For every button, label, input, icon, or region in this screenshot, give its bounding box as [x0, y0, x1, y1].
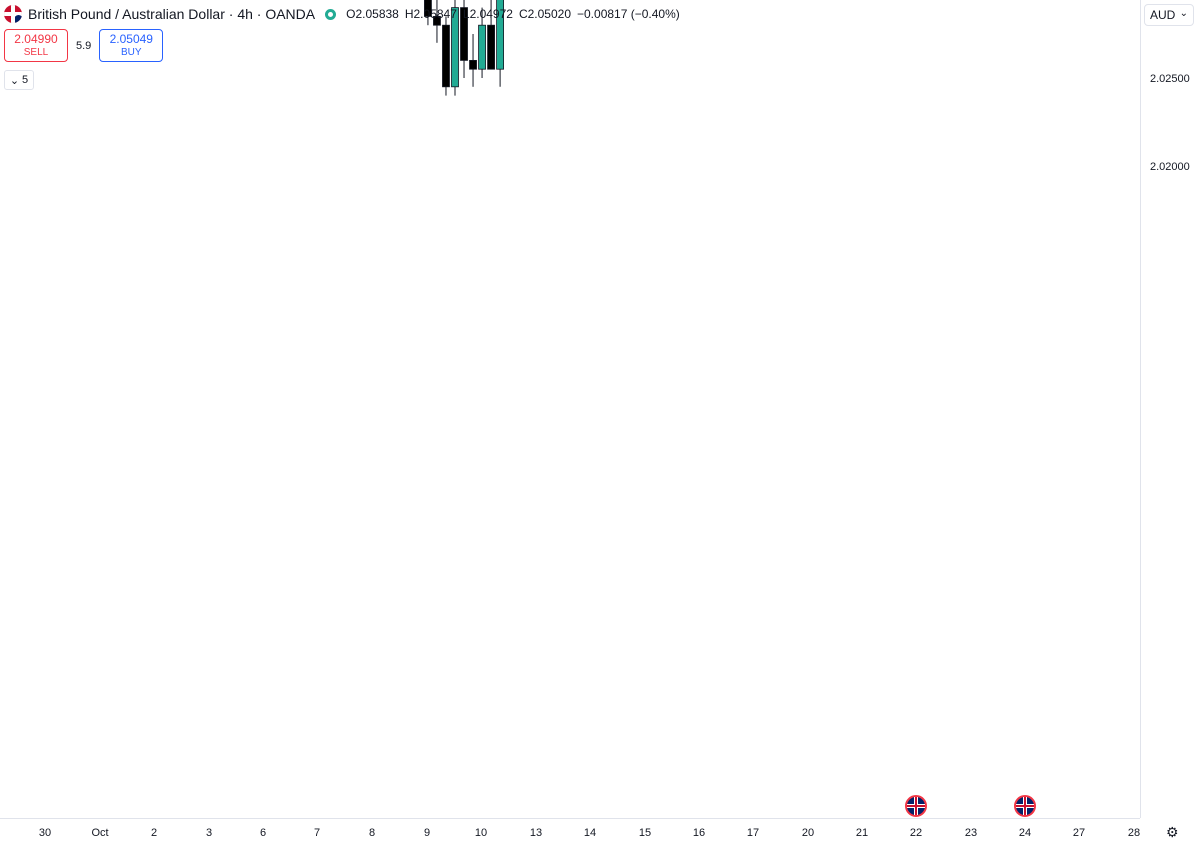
candle-body — [478, 24, 486, 70]
buy-button[interactable]: 2.05049 BUY — [99, 29, 164, 62]
candle — [442, 16, 450, 96]
uk-event-icon[interactable] — [905, 795, 927, 817]
trade-panel: 2.04990 SELL 5.9 2.05049 BUY — [4, 29, 164, 62]
flag-cross-red-v — [915, 797, 917, 815]
buy-label: BUY — [121, 47, 142, 58]
candle-body — [451, 7, 459, 88]
candle-body — [424, 0, 432, 17]
time-tick-label: 16 — [693, 827, 705, 839]
candle — [424, 0, 432, 26]
sell-label: SELL — [23, 47, 49, 58]
chevron-down-icon: ⌄ — [1179, 8, 1188, 19]
time-tick-label: 9 — [424, 827, 430, 839]
time-tick-label: 15 — [639, 827, 651, 839]
time-tick-label: 10 — [475, 827, 487, 839]
ohlc-change: −0.00817 (−0.40%) — [577, 7, 680, 21]
ohlc-low: L2.04972 — [462, 7, 513, 21]
candle — [469, 34, 477, 87]
candle-body — [460, 7, 468, 61]
buy-price: 2.05049 — [109, 32, 153, 46]
currency-value: AUD — [1150, 8, 1176, 22]
price-scale[interactable]: 2.105002.100002.095002.090002.085002.080… — [1140, 0, 1200, 818]
symbol-legend: British Pound / Australian Dollar · 4h ·… — [4, 5, 680, 23]
candle-body — [496, 0, 505, 70]
time-tick-label: 22 — [910, 827, 922, 839]
flag-cross-red-v — [1024, 797, 1026, 815]
time-tick-label: 23 — [965, 827, 977, 839]
indicators-toggle-button[interactable]: ⌄ 5 — [4, 70, 34, 90]
time-tick-label: 7 — [314, 827, 320, 839]
chart-area[interactable]: W.O. — [0, 0, 1140, 818]
candle — [487, 0, 495, 70]
ohlc-close: C2.05020 — [518, 7, 571, 21]
sell-price: 2.04990 — [14, 32, 58, 46]
candle-body — [469, 60, 477, 70]
time-tick-label: 17 — [747, 827, 759, 839]
price-scale-svg: 2.105002.100002.095002.090002.085002.080… — [1150, 73, 1190, 173]
sell-button[interactable]: 2.04990 SELL — [4, 29, 68, 62]
indicators-count: 5 — [22, 74, 29, 86]
ohlc-high: H2.05847 — [404, 7, 457, 21]
time-tick-label: 21 — [856, 827, 868, 839]
time-tick-label: 13 — [530, 827, 542, 839]
candle — [460, 0, 468, 78]
candle — [451, 0, 459, 96]
spread-value: 5.9 — [76, 39, 92, 52]
chevron-down-icon: ⌄ — [9, 74, 20, 87]
time-tick-label: 6 — [260, 827, 266, 839]
time-tick-label: 27 — [1073, 827, 1085, 839]
uk-event-icon[interactable] — [1014, 795, 1036, 817]
time-tick-label: 28 — [1128, 827, 1140, 839]
symbol-title[interactable]: British Pound / Australian Dollar · 4h ·… — [28, 6, 316, 22]
time-scale-svg: 30 Oct 2 3 6 7 8 9 10 13 14 15 16 17 20 21 22 23 24 27 28 — [39, 827, 1140, 839]
candle-body — [442, 24, 450, 88]
time-tick-label: 14 — [584, 827, 596, 839]
gbp-aud-flag-icon — [4, 5, 22, 23]
candle — [478, 7, 486, 78]
market-status-icon — [325, 8, 337, 20]
gear-icon[interactable]: ⚙ — [1166, 824, 1179, 840]
candle-body — [487, 24, 495, 70]
price-tick-label: 2.02000 — [1150, 161, 1190, 173]
currency-select[interactable]: AUD ⌄ — [1144, 4, 1194, 26]
time-tick-label: 2 — [151, 827, 157, 839]
time-tick-label: 20 — [802, 827, 814, 839]
time-tick-label: Oct — [91, 827, 108, 839]
time-tick-label: 3 — [206, 827, 212, 839]
time-tick-label: 8 — [369, 827, 375, 839]
time-scale[interactable]: 30 Oct 2 3 6 7 8 9 10 13 14 15 16 17 20 21 22 23 24 27 28 — [0, 818, 1140, 843]
price-chart[interactable]: W.O. — [0, 0, 1140, 818]
candle — [433, 0, 441, 43]
time-tick-label: 30 — [39, 827, 51, 839]
ohlc-open: O2.05838 — [346, 7, 399, 21]
candle — [496, 0, 505, 87]
candle-body — [433, 15, 441, 26]
price-tick-label: 2.02500 — [1150, 73, 1190, 85]
time-tick-label: 24 — [1019, 827, 1031, 839]
